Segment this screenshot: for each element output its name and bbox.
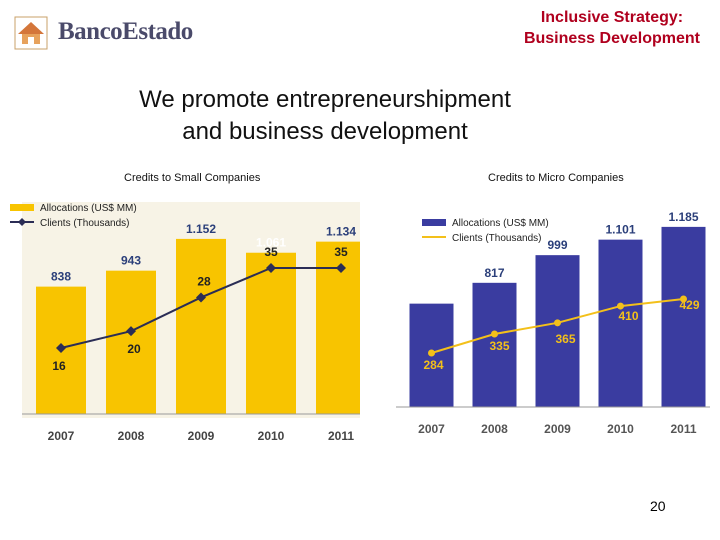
clients-label-2010: 410 bbox=[618, 309, 638, 323]
bar-2010 bbox=[598, 239, 643, 407]
clients-label-2008: 20 bbox=[127, 342, 141, 356]
legend-label-allocations: Allocations (US$ MM) bbox=[40, 203, 137, 214]
allocation-label-2008: 817 bbox=[484, 266, 504, 280]
clients-point-2007 bbox=[428, 349, 435, 357]
allocation-label-2008: 943 bbox=[121, 254, 141, 268]
legend-label-clients: Clients (Thousands) bbox=[40, 218, 129, 229]
bar-2009 bbox=[176, 238, 226, 414]
header-title-line-1: Inclusive Strategy: bbox=[540, 9, 684, 26]
chart-title-small-companies: Credits to Small Companies bbox=[124, 172, 261, 184]
x-tick-2010: 2010 bbox=[258, 429, 285, 443]
clients-label-2011: 35 bbox=[334, 245, 348, 259]
slide-headline: We promote entrepreneurshipment and busi… bbox=[60, 84, 590, 148]
clients-label-2008: 335 bbox=[489, 339, 509, 353]
clients-point-2009 bbox=[554, 319, 561, 327]
clients-label-2010: 35 bbox=[264, 245, 278, 259]
bar-2008 bbox=[472, 282, 517, 407]
allocation-label-2009: 999 bbox=[547, 238, 567, 252]
x-tick-2011: 2011 bbox=[670, 422, 696, 436]
x-tick-2008: 2008 bbox=[481, 422, 508, 436]
allocation-label-2010: 1.101 bbox=[605, 223, 635, 237]
legend-swatch-allocations bbox=[422, 219, 446, 226]
allocation-label-2011: 1.185 bbox=[668, 210, 698, 224]
legend-label-allocations: Allocations (US$ MM) bbox=[452, 218, 549, 229]
logo-house-icon bbox=[14, 16, 48, 50]
bar-2008 bbox=[106, 270, 156, 414]
allocation-label-2007: 680 bbox=[421, 287, 441, 301]
clients-point-2011 bbox=[336, 263, 346, 273]
x-tick-2007: 2007 bbox=[418, 422, 445, 436]
x-tick-2007: 2007 bbox=[48, 429, 75, 443]
small-companies-chart: 838 943 1.152 1.061 1.134 16 20 28 35 35 2007 2008 2… bbox=[10, 202, 360, 443]
clients-point-2008 bbox=[126, 326, 136, 337]
page-number: 20 bbox=[650, 498, 666, 514]
clients-label-2011: 429 bbox=[679, 298, 699, 312]
chart-title-micro-companies: Credits to Micro Companies bbox=[488, 172, 624, 184]
x-tick-2011: 2011 bbox=[328, 429, 354, 443]
headline-line-1: We promote entrepreneurshipment bbox=[139, 86, 511, 113]
clients-label-2009: 28 bbox=[197, 274, 211, 288]
clients-point-2010 bbox=[266, 263, 276, 273]
allocation-label-2011: 1.134 bbox=[326, 225, 356, 239]
bar-2011 bbox=[661, 226, 706, 407]
allocation-label-2010: 1.061 bbox=[256, 236, 286, 250]
x-tick-2008: 2008 bbox=[118, 429, 145, 443]
x-tick-2009: 2009 bbox=[188, 429, 215, 443]
clients-point-2009 bbox=[196, 292, 206, 303]
clients-point-2007 bbox=[56, 343, 66, 353]
bar-2011 bbox=[316, 241, 360, 414]
legend-swatch-allocations bbox=[10, 204, 34, 211]
micro-companies-chart: 680 817 999 1.101 1.185 284 335 365 410 429 2007 20… bbox=[396, 210, 710, 436]
header-title-line-2: Business Development bbox=[523, 30, 700, 47]
header-title: Inclusive Strategy: Business Development bbox=[524, 7, 700, 49]
clients-point-2008 bbox=[491, 330, 498, 338]
clients-point-2010 bbox=[617, 302, 624, 310]
clients-label-2007: 284 bbox=[423, 358, 443, 372]
allocation-label-2007: 838 bbox=[51, 270, 71, 284]
clients-point-2011 bbox=[680, 295, 687, 303]
legend-label-clients: Clients (Thousands) bbox=[452, 233, 541, 244]
legend-marker-clients bbox=[18, 218, 26, 226]
clients-label-2007: 16 bbox=[52, 359, 66, 373]
allocation-label-2009: 1.152 bbox=[186, 222, 216, 236]
headline-line-2: and business development bbox=[182, 118, 468, 145]
bar-2009 bbox=[535, 255, 580, 407]
bancoestado-logo: BancoEstado bbox=[14, 14, 204, 52]
logo-text: BancoEstado bbox=[58, 18, 193, 45]
x-tick-2010: 2010 bbox=[607, 422, 634, 436]
clients-label-2009: 365 bbox=[555, 332, 575, 346]
bar-2010 bbox=[246, 252, 296, 414]
x-tick-2009: 2009 bbox=[544, 422, 571, 436]
